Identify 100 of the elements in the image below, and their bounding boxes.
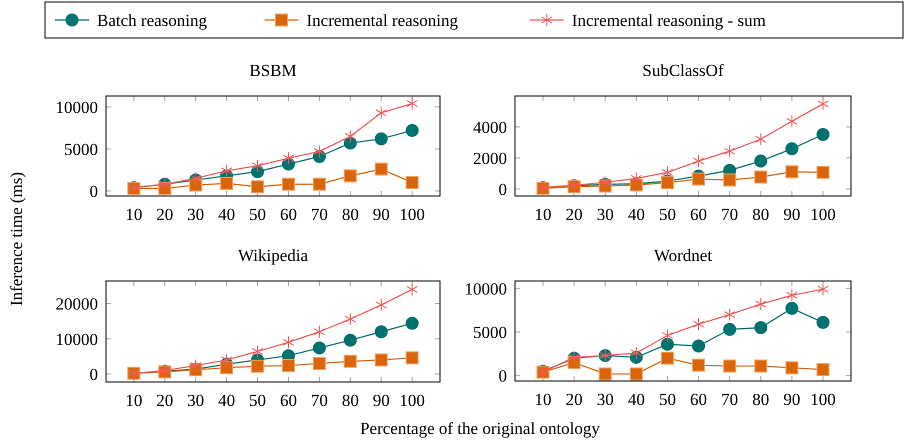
point [786,114,798,128]
point [755,132,766,146]
x-tick-label: 100 [810,390,836,409]
x-tick-label: 50 [249,205,266,224]
x-tick-label: 30 [596,390,614,409]
point [220,353,232,366]
x-tick-label: 10 [534,390,552,409]
x-tick-label: 90 [783,205,800,224]
x-tick-label: 30 [596,205,614,224]
point [662,166,674,179]
point [374,132,388,146]
y-tick-label: 0 [498,366,507,386]
x-tick-label: 70 [310,391,328,410]
point [816,128,830,142]
point [282,178,295,191]
y-tick-label: 10000 [464,279,507,298]
point [692,339,706,352]
point [723,322,736,336]
point [220,164,232,178]
legend-label: Incremental reasoning - sum [572,11,766,30]
point [282,152,294,165]
point [344,169,357,182]
point [817,97,829,110]
x-tick-label: 20 [156,205,174,224]
x-tick-label: 100 [810,205,836,224]
point [754,321,768,334]
point [220,361,234,374]
y-tick-label: 10000 [56,330,98,349]
x-tick-label: 70 [310,205,328,224]
chart-title: BSBM [249,61,297,80]
x-tick-label: 80 [752,390,770,409]
y-tick-label: 5000 [64,140,98,159]
point [754,170,768,184]
point [785,302,798,315]
y-tick-label: 20000 [56,294,98,314]
point [251,360,264,373]
point [282,359,295,372]
x-axis-title: Percentage of the original ontology [360,419,600,438]
point [660,338,674,351]
point [406,282,418,296]
point [724,144,736,158]
chart-title: SubClassOf [642,61,724,80]
x-tick-label: 80 [342,391,359,410]
point [692,154,704,168]
x-tick-label: 10 [125,205,142,224]
point [374,162,388,176]
chart-title: Wordnet [654,246,712,265]
point [406,97,418,110]
point [312,356,326,370]
point [376,298,387,312]
x-tick-label: 60 [280,205,297,224]
point [786,288,798,302]
point [785,165,798,178]
point [374,353,388,366]
point [314,144,326,158]
point [312,178,326,191]
x-tick-label: 40 [218,391,236,410]
x-tick-label: 20 [156,391,174,410]
point [252,159,264,172]
x-tick-label: 10 [534,205,552,224]
point [817,282,829,296]
x-tick-label: 30 [187,391,204,410]
point [344,354,357,368]
point [406,351,419,364]
x-tick-label: 80 [342,205,359,224]
point [251,180,264,194]
x-tick-label: 60 [280,391,297,410]
y-tick-label: 0 [90,365,98,384]
point [692,172,706,186]
point [220,176,234,190]
point [344,312,356,326]
x-tick-label: 100 [399,205,425,224]
point [692,318,704,331]
x-tick-label: 100 [399,391,425,410]
point [190,359,202,372]
point [785,142,798,156]
point [785,361,798,374]
x-tick-label: 90 [783,390,800,409]
point [344,130,356,143]
point [406,124,419,137]
legend-label: Batch reasoning [97,11,208,30]
y-tick-label: 10000 [56,98,98,117]
legend-label: Incremental reasoning [306,11,459,30]
point [755,298,766,311]
point [252,344,264,358]
point [374,325,388,338]
chart-title: Wikipedia [238,246,309,265]
point [282,336,294,349]
point [630,172,642,185]
x-tick-label: 90 [372,205,390,224]
point [312,341,326,354]
y-tick-label: 2000 [473,148,507,168]
x-tick-label: 40 [628,205,645,224]
point [816,316,830,329]
point [314,325,326,338]
point [724,308,736,322]
x-tick-label: 50 [658,205,676,224]
point [723,360,736,373]
x-tick-label: 70 [721,390,738,409]
point [630,367,643,380]
